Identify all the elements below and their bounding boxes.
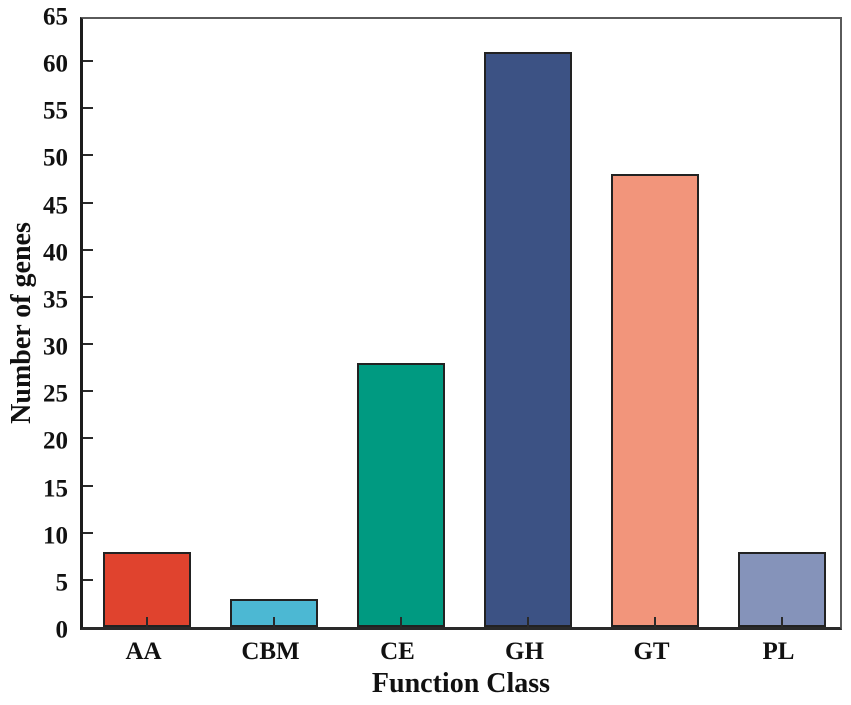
y-tick-label-20: 20	[43, 427, 68, 455]
x-tick-label-GH: GH	[505, 638, 544, 665]
x-tick-mark-GH	[526, 617, 529, 627]
x-tick-mark-CE	[399, 617, 402, 627]
x-tick-label-GT: GT	[633, 638, 670, 665]
x-tick-mark-CBM	[272, 617, 275, 627]
x-tick-mark-PL	[780, 617, 783, 627]
x-axis-title: Function Class	[371, 668, 551, 699]
y-tick-label-45: 45	[43, 192, 68, 220]
y-tick-label-25: 25	[43, 380, 68, 408]
y-tick-label-55: 55	[43, 97, 68, 125]
y-tick-label-60: 60	[43, 50, 68, 78]
bar-AA	[102, 551, 191, 627]
y-tick-label-50: 50	[43, 144, 68, 172]
y-tick-label-15: 15	[43, 475, 68, 503]
bar-PL	[737, 551, 826, 627]
plot-area	[80, 17, 842, 630]
y-tick-label-0: 0	[55, 616, 69, 644]
y-tick-mark-40	[83, 248, 93, 251]
y-tick-mark-10	[83, 531, 93, 534]
bar-GT	[610, 174, 699, 627]
x-tick-mark-GT	[653, 617, 656, 627]
y-tick-mark-35	[83, 295, 93, 298]
bar-CE	[356, 362, 445, 627]
y-tick-label-65: 65	[43, 3, 68, 31]
y-tick-mark-25	[83, 390, 93, 393]
y-tick-label-40: 40	[43, 239, 68, 267]
y-tick-mark-45	[83, 201, 93, 204]
y-tick-mark-55	[83, 107, 93, 110]
y-tick-mark-20	[83, 437, 93, 440]
bar-GH	[483, 51, 572, 627]
y-tick-label-10: 10	[43, 522, 68, 550]
y-tick-mark-15	[83, 484, 93, 487]
y-tick-mark-60	[83, 60, 93, 63]
x-tick-label-AA: AA	[125, 638, 162, 665]
x-tick-label-CBM: CBM	[241, 638, 300, 665]
y-tick-label-5: 5	[55, 569, 69, 597]
y-tick-mark-30	[83, 343, 93, 346]
x-tick-label-PL: PL	[762, 638, 795, 665]
y-tick-label-30: 30	[43, 333, 68, 361]
y-tick-mark-5	[83, 578, 93, 581]
y-tick-label-35: 35	[43, 286, 68, 314]
x-tick-label-CE: CE	[380, 638, 415, 665]
y-tick-mark-50	[83, 154, 93, 157]
x-tick-mark-AA	[145, 617, 148, 627]
